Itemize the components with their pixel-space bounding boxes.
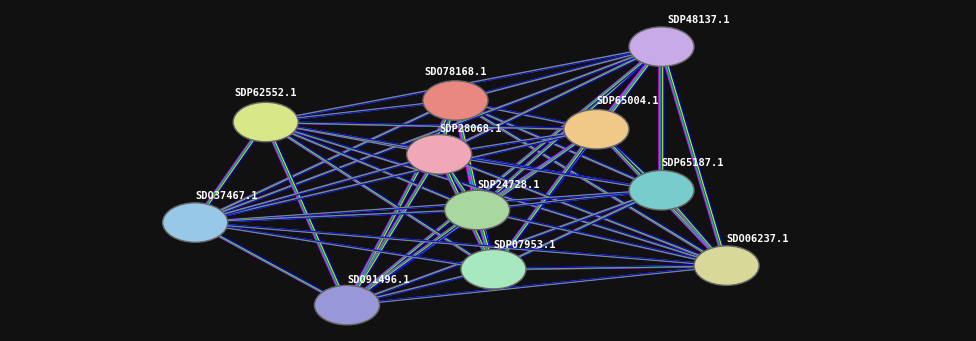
Text: SDO06237.1: SDO06237.1 xyxy=(726,234,789,244)
Ellipse shape xyxy=(694,246,759,285)
Ellipse shape xyxy=(629,27,694,66)
Text: SDP62552.1: SDP62552.1 xyxy=(234,88,297,98)
Text: SDP24728.1: SDP24728.1 xyxy=(477,180,540,190)
Text: SDP07953.1: SDP07953.1 xyxy=(494,240,556,250)
Ellipse shape xyxy=(407,135,471,174)
Ellipse shape xyxy=(564,109,629,149)
Text: SDP48137.1: SDP48137.1 xyxy=(667,15,729,25)
Ellipse shape xyxy=(629,170,694,210)
Text: SDP65004.1: SDP65004.1 xyxy=(596,95,659,105)
Text: SDP28068.1: SDP28068.1 xyxy=(439,124,502,134)
Ellipse shape xyxy=(423,81,488,120)
Text: SDO78168.1: SDO78168.1 xyxy=(425,67,487,77)
Text: SDO91496.1: SDO91496.1 xyxy=(347,275,410,285)
Text: SDP65187.1: SDP65187.1 xyxy=(662,158,724,168)
Ellipse shape xyxy=(163,203,227,242)
Ellipse shape xyxy=(445,190,509,230)
Ellipse shape xyxy=(461,250,526,289)
Ellipse shape xyxy=(314,285,380,325)
Ellipse shape xyxy=(233,102,299,142)
Text: SDO37467.1: SDO37467.1 xyxy=(195,191,258,201)
